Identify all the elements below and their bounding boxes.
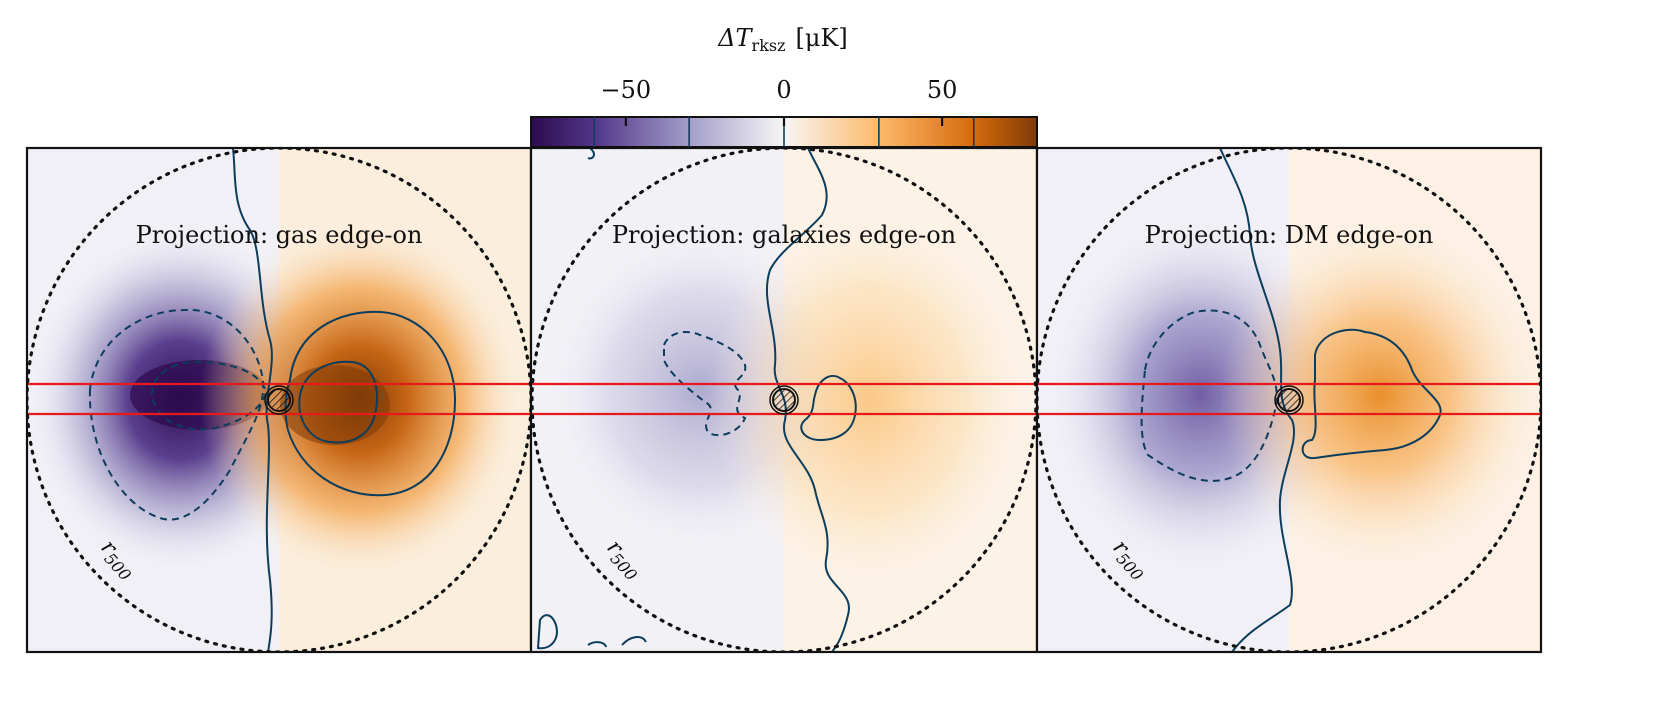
contour-positive [1301, 328, 1442, 460]
positive-lobe [710, 210, 1030, 590]
colorbar-tick-label-0: −50 [601, 76, 652, 104]
panel-galaxies: Projection: galaxies edge-on r500 [529, 146, 1039, 654]
positive-lobe [1220, 225, 1540, 565]
panel-title: Projection: DM edge-on [1145, 221, 1434, 249]
contour-zero [232, 148, 273, 652]
core-marker [267, 388, 291, 412]
colorbar-title-unit: [μK] [796, 24, 848, 52]
core-marker [1277, 388, 1301, 412]
colorbar-title-main: ΔT [717, 24, 753, 52]
panel-frame [1035, 146, 1543, 654]
panel-gas: Projection: gas edge-on r500 [25, 146, 533, 654]
colorbar-ticks: −50 0 50 [601, 76, 958, 126]
colorbar-tick-label-1: 0 [776, 76, 791, 104]
panel-title: Projection: gas edge-on [136, 221, 423, 249]
colorbar-title-sub: rksz [752, 36, 786, 55]
panel-title: Projection: galaxies edge-on [612, 221, 956, 249]
colorbar-title: ΔTrksz [μK] [717, 24, 848, 55]
contour-positive [800, 375, 857, 442]
contour-negative [1140, 309, 1278, 482]
contour-negative-outer [88, 308, 265, 521]
contour-positive-inner [298, 360, 378, 444]
panel-dm: Projection: DM edge-on r500 [1035, 146, 1543, 654]
colorbar-tick-label-2: 50 [927, 76, 958, 104]
core-marker [772, 388, 796, 412]
contour-zero [766, 148, 850, 652]
contour-zero [1219, 148, 1296, 652]
colorbar: ΔTrksz [μK] −50 0 50 [530, 24, 1038, 148]
contour-positive-outer [284, 310, 457, 497]
